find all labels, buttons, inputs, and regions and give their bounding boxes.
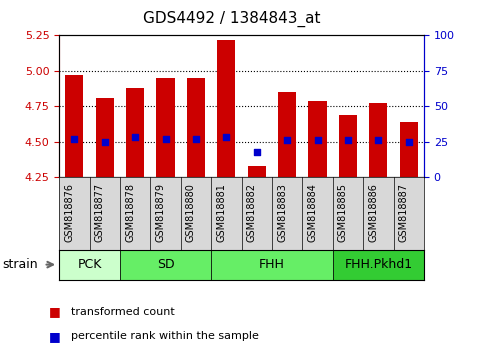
- Bar: [59, 250, 120, 280]
- Text: FHH: FHH: [259, 258, 285, 271]
- Text: GSM818877: GSM818877: [95, 183, 105, 242]
- Bar: [400, 122, 418, 177]
- Bar: [369, 103, 387, 177]
- Text: GSM818883: GSM818883: [277, 183, 287, 242]
- Text: GDS4492 / 1384843_at: GDS4492 / 1384843_at: [143, 11, 320, 27]
- Bar: [126, 88, 144, 177]
- Point: [344, 137, 352, 143]
- Bar: [96, 98, 114, 177]
- Text: GSM818887: GSM818887: [399, 183, 409, 242]
- Point: [405, 139, 413, 144]
- Text: GSM818884: GSM818884: [308, 183, 317, 242]
- Text: GSM818879: GSM818879: [156, 183, 166, 242]
- Text: transformed count: transformed count: [71, 307, 175, 316]
- Text: ■: ■: [49, 305, 61, 318]
- Bar: [156, 78, 175, 177]
- Bar: [211, 250, 333, 280]
- Point: [314, 137, 321, 143]
- Text: GSM818886: GSM818886: [368, 183, 379, 242]
- Text: GSM818878: GSM818878: [125, 183, 135, 242]
- Bar: [120, 250, 211, 280]
- Bar: [333, 250, 424, 280]
- Text: percentile rank within the sample: percentile rank within the sample: [71, 331, 259, 341]
- Bar: [217, 40, 236, 177]
- Text: PCK: PCK: [77, 258, 102, 271]
- Bar: [247, 166, 266, 177]
- Point: [162, 136, 170, 142]
- Point: [222, 135, 230, 140]
- Bar: [339, 115, 357, 177]
- Text: GSM818881: GSM818881: [216, 183, 226, 242]
- Bar: [187, 78, 205, 177]
- Text: GSM818882: GSM818882: [247, 183, 257, 242]
- Text: SD: SD: [157, 258, 175, 271]
- Point: [375, 137, 383, 143]
- Point: [192, 136, 200, 142]
- Point: [131, 135, 139, 140]
- Point: [101, 139, 108, 144]
- Point: [253, 149, 261, 154]
- Text: GSM818880: GSM818880: [186, 183, 196, 242]
- Bar: [65, 75, 83, 177]
- Text: GSM818876: GSM818876: [65, 183, 74, 242]
- Point: [70, 136, 78, 142]
- Bar: [278, 92, 296, 177]
- Text: GSM818885: GSM818885: [338, 183, 348, 242]
- Text: strain: strain: [2, 258, 38, 271]
- Bar: [309, 101, 327, 177]
- Text: ■: ■: [49, 330, 61, 343]
- Text: FHH.Pkhd1: FHH.Pkhd1: [344, 258, 413, 271]
- Point: [283, 137, 291, 143]
